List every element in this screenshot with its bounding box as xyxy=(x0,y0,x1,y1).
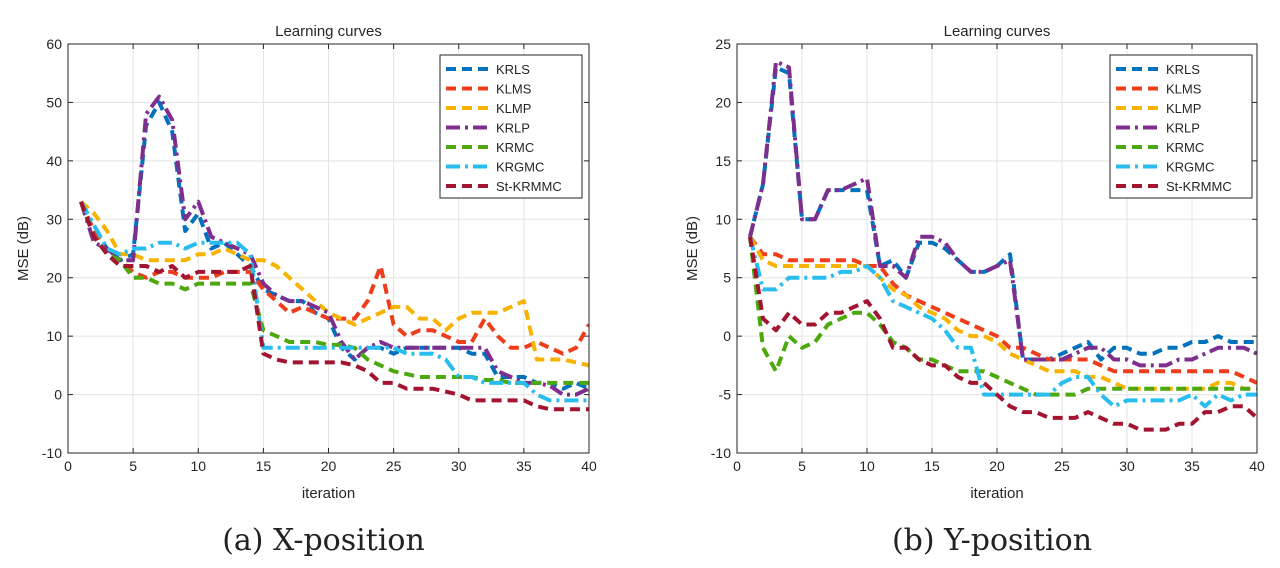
series-line-krlp xyxy=(79,94,589,397)
legend-label: KRLP xyxy=(496,121,530,136)
legend-label: St-KRMMC xyxy=(496,179,562,194)
y-tick-label: 10 xyxy=(46,328,62,344)
series-line-klmp xyxy=(748,235,1257,391)
chart-panel-1: 0 5 10 15 20 25 30 35 40 -10 -5 0 5 10 15 20 25 KRLS KLMS K… xyxy=(684,23,1265,558)
x-tick-label: 0 xyxy=(64,458,72,474)
x-tick-label: 30 xyxy=(451,458,467,474)
x-tick-label: 0 xyxy=(733,458,741,474)
x-axis-label: iteration xyxy=(970,485,1023,502)
legend-label: KRGMC xyxy=(496,160,544,175)
x-tick-label: 30 xyxy=(1119,458,1135,474)
y-tick-label: 0 xyxy=(723,328,731,344)
y-axis-label: MSE (dB) xyxy=(684,216,701,281)
legend-label: KLMP xyxy=(496,101,531,116)
y-tick-label: 15 xyxy=(715,153,731,169)
legend-box xyxy=(439,54,583,199)
x-tick-label: 5 xyxy=(129,458,137,474)
legend-box xyxy=(1109,54,1253,199)
series-line-klmp xyxy=(79,200,589,368)
x-tick-label: 25 xyxy=(1054,458,1070,474)
legend-label: KRLP xyxy=(1166,121,1200,136)
y-tick-label: 50 xyxy=(46,94,62,110)
y-tick-label: 60 xyxy=(46,36,62,52)
y-axis-label: MSE (dB) xyxy=(15,216,32,281)
x-tick-label: 20 xyxy=(321,458,337,474)
legend-label: KLMS xyxy=(496,82,532,97)
series-line-krgmc xyxy=(79,200,589,403)
x-axis-label: iteration xyxy=(302,485,355,502)
y-tick-label: 10 xyxy=(715,211,731,227)
legend-label: St-KRMMC xyxy=(1166,179,1232,194)
y-tick-label: 25 xyxy=(715,36,731,52)
y-tick-label: 40 xyxy=(46,153,62,169)
legend-label: KRLS xyxy=(1166,62,1200,77)
y-tick-label: 5 xyxy=(723,270,731,286)
legend-label: KRMC xyxy=(496,140,534,155)
axes-box xyxy=(736,43,1258,454)
x-tick-label: 10 xyxy=(190,458,206,474)
x-tick-label: 40 xyxy=(1249,458,1265,474)
x-tick-label: 20 xyxy=(989,458,1005,474)
legend-label: KRLS xyxy=(496,62,530,77)
series-line-krls xyxy=(79,100,589,391)
legend-label: KRMC xyxy=(1166,140,1204,155)
x-tick-label: 35 xyxy=(516,458,532,474)
axes-box xyxy=(67,43,590,454)
legend-label: KLMP xyxy=(1166,101,1201,116)
legend-label: KLMS xyxy=(1166,82,1202,97)
x-tick-label: 15 xyxy=(256,458,272,474)
x-tick-label: 40 xyxy=(581,458,597,474)
series-line-krls xyxy=(748,65,1257,362)
series-line-krgmc xyxy=(748,236,1257,409)
x-tick-label: 15 xyxy=(924,458,940,474)
y-tick-label: 20 xyxy=(715,94,731,110)
series-line-klms xyxy=(748,235,1257,385)
y-tick-label: -5 xyxy=(719,387,732,403)
chart-panel-0: 0 5 10 15 20 25 30 35 40-100102030405060KRLSKLMS… xyxy=(15,23,597,558)
series-line-krmc xyxy=(79,201,589,385)
x-tick-label: 35 xyxy=(1184,458,1200,474)
y-tick-label: 30 xyxy=(46,211,62,227)
chart-title: Learning curves xyxy=(944,23,1051,40)
figure-caption: (b) Y-position xyxy=(892,523,1092,558)
series-line-klms xyxy=(79,200,589,356)
x-tick-label: 25 xyxy=(386,458,402,474)
series-line-st-krmmc xyxy=(748,236,1257,432)
y-tick-label: -10 xyxy=(711,445,731,461)
x-tick-label: 5 xyxy=(798,458,806,474)
legend-label: KRGMC xyxy=(1166,160,1214,175)
y-tick-label: -10 xyxy=(42,445,62,461)
figure-caption: (a) X-position xyxy=(222,523,425,558)
chart-title: Learning curves xyxy=(275,23,382,40)
y-tick-label: 0 xyxy=(54,387,62,403)
x-tick-label: 10 xyxy=(859,458,875,474)
y-tick-label: 20 xyxy=(46,270,62,286)
